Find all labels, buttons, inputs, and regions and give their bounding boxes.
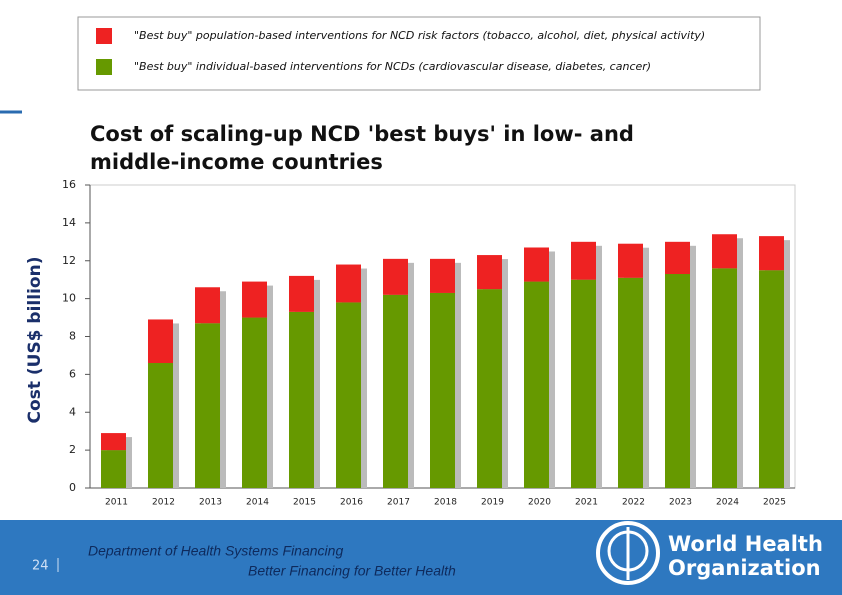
- y-tick-label: 4: [69, 405, 76, 418]
- bar-segment: [101, 433, 126, 451]
- legend-swatch: [96, 59, 112, 75]
- bar-segment: [524, 247, 549, 282]
- x-tick-label: 2024: [716, 498, 739, 508]
- x-tick-label: 2016: [340, 498, 363, 508]
- bar-segment: [101, 450, 126, 488]
- page-number: 24: [32, 559, 49, 574]
- bar-segment: [195, 287, 220, 324]
- bar-segment: [477, 255, 502, 290]
- legend-label: "Best buy" population-based intervention…: [134, 29, 705, 42]
- org-name: Organization: [668, 556, 821, 580]
- bar-segment: [571, 279, 596, 488]
- chart-title: Cost of scaling-up NCD 'best buys' in lo…: [90, 122, 634, 174]
- bar-segment: [383, 258, 408, 295]
- x-tick-label: 2014: [246, 498, 269, 508]
- who-emblem: [596, 521, 660, 585]
- bar-segment: [336, 302, 361, 488]
- bar-segment: [571, 241, 596, 280]
- x-tick-label: 2011: [105, 498, 128, 508]
- x-tick-label: 2018: [434, 498, 457, 508]
- bar-segment: [242, 281, 267, 318]
- x-tick-label: 2020: [528, 498, 551, 508]
- x-tick-label: 2022: [622, 498, 645, 508]
- department: Department of Health Systems Financing: [88, 543, 343, 559]
- bar-segment: [712, 234, 737, 269]
- legend-box: [77, 16, 761, 91]
- bar-segment: [195, 323, 220, 488]
- legend-swatch: [96, 28, 112, 44]
- x-tick-label: 2015: [293, 498, 316, 508]
- x-tick-label: 2019: [481, 498, 504, 508]
- bar-segment: [383, 294, 408, 488]
- y-tick-label: 10: [62, 292, 76, 305]
- bar-segment: [148, 319, 173, 364]
- bar-segment: [148, 363, 173, 488]
- bar-segment: [242, 317, 267, 488]
- footer-band: [0, 520, 842, 595]
- legend-label: "Best buy" individual-based intervention…: [134, 60, 651, 73]
- y-axis-label: Cost (US$ billion): [25, 257, 45, 424]
- bar-segment: [618, 243, 643, 278]
- y-tick-label: 12: [62, 254, 76, 267]
- x-tick-label: 2021: [575, 498, 598, 508]
- x-tick-label: 2012: [152, 498, 175, 508]
- bar-segment: [477, 289, 502, 488]
- bar-segment: [336, 264, 361, 303]
- bar-segment: [759, 236, 784, 271]
- y-tick-label: 16: [62, 178, 76, 191]
- bar-segment: [289, 275, 314, 312]
- y-tick-label: 6: [69, 367, 76, 380]
- bar-segment: [665, 241, 690, 275]
- x-tick-label: 2013: [199, 498, 222, 508]
- org-name: World Health: [668, 532, 823, 556]
- bar-segment: [524, 281, 549, 488]
- y-tick-label: 0: [69, 481, 76, 494]
- x-tick-label: 2025: [763, 498, 786, 508]
- y-tick-label: 2: [69, 443, 76, 456]
- bar-segment: [430, 292, 455, 488]
- bar-segment: [759, 270, 784, 488]
- bar-segment: [289, 311, 314, 488]
- slogan: Better Financing for Better Health: [248, 563, 456, 579]
- bar-segment: [618, 277, 643, 488]
- x-tick-label: 2023: [669, 498, 692, 508]
- bar-segment: [665, 274, 690, 488]
- bar-segment: [430, 258, 455, 293]
- x-tick-label: 2017: [387, 498, 410, 508]
- y-tick-label: 8: [69, 330, 76, 343]
- y-tick-label: 14: [62, 216, 76, 229]
- bar-segment: [712, 268, 737, 488]
